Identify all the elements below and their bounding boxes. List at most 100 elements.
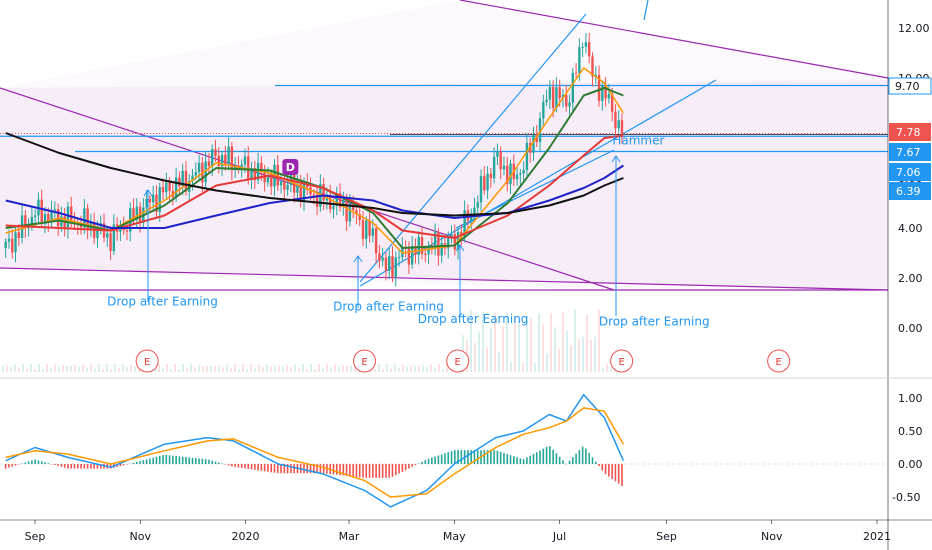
moving-average-line[interactable] xyxy=(5,87,624,249)
histogram-bar xyxy=(267,464,269,472)
histogram-bar xyxy=(601,464,604,471)
histogram-bar xyxy=(598,464,600,467)
histogram-bar xyxy=(585,448,587,464)
moving-average-line[interactable] xyxy=(5,134,624,239)
histogram-bar xyxy=(73,464,76,469)
histogram-bar xyxy=(408,464,410,469)
histogram-bar xyxy=(175,456,177,464)
histogram-bar xyxy=(621,464,623,487)
histogram-bar xyxy=(76,464,79,469)
histogram-bar xyxy=(90,464,92,469)
histogram-bar xyxy=(158,455,161,464)
histogram-bar xyxy=(17,464,20,465)
price-tag-label: 7.78 xyxy=(896,126,921,139)
candle xyxy=(601,80,604,111)
price-tag[interactable]: 7.06 xyxy=(889,163,931,181)
trend-line[interactable] xyxy=(643,0,649,21)
candle xyxy=(315,186,319,216)
candle xyxy=(181,163,184,196)
candle xyxy=(519,169,522,185)
histogram-bar xyxy=(4,464,7,469)
histogram-bar xyxy=(162,455,164,464)
histogram-bar xyxy=(54,464,56,465)
histogram-bar xyxy=(444,453,446,464)
histogram-bar xyxy=(493,450,495,464)
histogram-bar xyxy=(398,464,400,474)
histogram-bar xyxy=(260,464,263,471)
price-tag[interactable]: 9.70 xyxy=(888,77,932,95)
histogram-bar xyxy=(319,464,322,474)
histogram-bar xyxy=(368,464,371,478)
earnings-marker[interactable]: E xyxy=(610,349,634,373)
histogram-bar xyxy=(594,461,597,464)
arrow-head xyxy=(455,244,465,252)
candle xyxy=(7,229,11,249)
oscillator-line[interactable] xyxy=(5,407,625,498)
candle xyxy=(610,88,614,122)
price-tag-label: 7.06 xyxy=(896,166,921,179)
histogram-bar xyxy=(555,453,558,464)
histogram-bar xyxy=(424,460,427,464)
histogram-bar xyxy=(394,464,397,476)
moving-average-line[interactable] xyxy=(5,132,624,217)
histogram-bar xyxy=(562,460,564,464)
price-tag[interactable]: 6.39 xyxy=(889,182,931,200)
earnings-marker[interactable]: E xyxy=(353,349,377,373)
trend-line[interactable] xyxy=(359,13,587,283)
candle xyxy=(489,167,493,188)
histogram-bar xyxy=(250,464,253,470)
candle xyxy=(479,169,483,212)
histogram-bar xyxy=(283,464,286,474)
histogram-bar xyxy=(529,455,531,464)
histogram-bar xyxy=(135,461,138,464)
histogram-bar xyxy=(195,458,197,464)
histogram-bar xyxy=(211,460,213,464)
histogram-bar xyxy=(83,464,86,469)
dividend-marker[interactable]: D xyxy=(282,159,299,175)
candle xyxy=(410,235,414,269)
histogram-bar xyxy=(362,464,364,478)
histogram-bar xyxy=(129,463,132,465)
candle xyxy=(476,195,479,217)
histogram-bar xyxy=(221,463,223,465)
histogram-bar xyxy=(204,459,207,464)
candle xyxy=(378,244,381,269)
price-tag-label: 7.67 xyxy=(896,146,921,159)
candle xyxy=(332,198,335,219)
histogram-bar xyxy=(40,461,43,464)
candle xyxy=(230,142,234,181)
moving-average-line[interactable] xyxy=(5,67,625,254)
time-tick-label: Sep xyxy=(25,530,46,543)
annotation-label: Drop after Earning xyxy=(333,300,444,314)
earnings-marker-label: E xyxy=(455,357,461,368)
histogram-bar xyxy=(568,460,571,464)
earnings-marker[interactable]: E xyxy=(767,349,791,373)
candle xyxy=(368,211,371,243)
candle xyxy=(384,252,388,281)
histogram-bar xyxy=(188,457,191,464)
price-tag[interactable]: 7.67 xyxy=(889,143,931,161)
histogram-bar xyxy=(578,450,581,464)
histogram-bar xyxy=(57,464,59,466)
candle xyxy=(109,226,112,261)
histogram-bar xyxy=(276,464,279,474)
candle xyxy=(532,126,535,161)
histogram-bar xyxy=(499,451,502,464)
earnings-marker[interactable]: E xyxy=(135,349,159,373)
oscillator-tick-label: 0.00 xyxy=(898,458,923,471)
candle xyxy=(365,216,368,249)
price-tag[interactable]: 7.78 xyxy=(889,123,931,141)
histogram-bar xyxy=(496,450,499,464)
oscillator-line[interactable] xyxy=(5,393,625,508)
candle xyxy=(207,152,211,175)
moving-average-line[interactable] xyxy=(5,164,624,229)
histogram-bar xyxy=(132,462,135,464)
channel-line[interactable] xyxy=(459,0,889,79)
histogram-bar xyxy=(244,464,246,469)
earnings-marker[interactable]: E xyxy=(446,349,470,373)
histogram-bar xyxy=(145,459,148,464)
candle xyxy=(548,80,552,109)
histogram-bar xyxy=(565,463,568,465)
histogram-bar xyxy=(309,464,312,474)
